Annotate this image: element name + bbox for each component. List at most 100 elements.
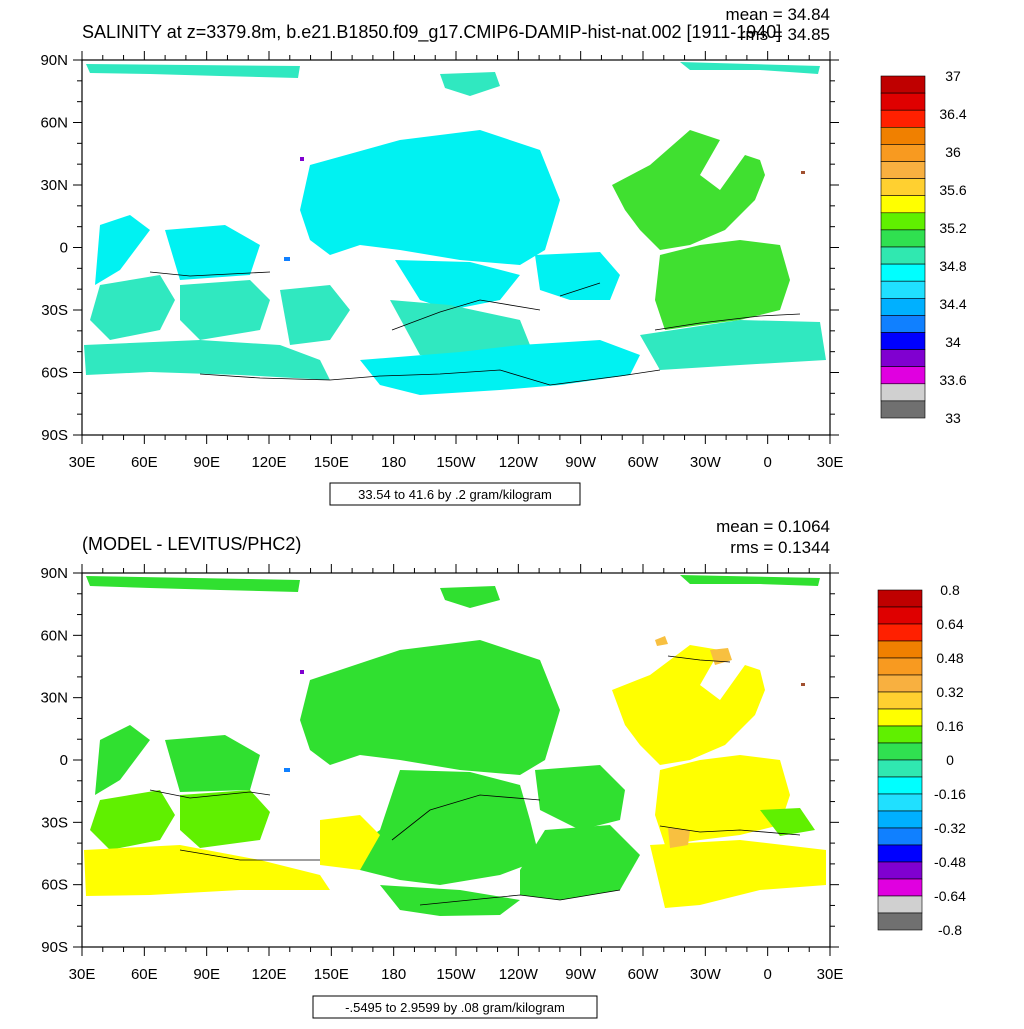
colorbar-box [877, 759, 923, 778]
lon-label: 120W [499, 454, 539, 471]
colorbar-label: -0.8 [938, 922, 962, 938]
colorbar-box [880, 92, 926, 111]
colorbar-label: 35.6 [939, 182, 966, 198]
colorbar-label: -0.64 [934, 888, 966, 904]
colorbar-label: 34.8 [939, 258, 966, 274]
colorbar-box [877, 606, 923, 625]
colorbar-label: 0.16 [936, 718, 963, 734]
lon-label: 120W [499, 966, 539, 983]
colorbar-label: 34.4 [939, 296, 966, 312]
colorbar-label: -0.16 [934, 786, 966, 802]
lon-label: 30W [690, 966, 722, 983]
colorbar-label: 37 [945, 68, 961, 84]
top-panel: SALINITY at z=3379.8m, b.e21.B1850.f09_g… [40, 5, 967, 506]
lon-label: 60E [131, 454, 158, 471]
top-colorbar-labels: 37 36.4 36 35.6 35.2 34.8 34.4 34 33.6 33 [939, 68, 966, 426]
lon-label: 150W [436, 454, 476, 471]
lon-label: 30E [69, 966, 96, 983]
lon-label: 30W [690, 454, 722, 471]
bottom-colorbar-labels: 0.8 0.64 0.48 0.32 0.16 0 -0.16 -0.32 -0.48 -0.64… [934, 582, 966, 938]
lat-label: 0 [60, 752, 68, 769]
lat-label: 60N [40, 627, 68, 644]
colorbar-box [877, 742, 923, 761]
top-lon-axis: 30E 60E 90E 120E 150E 180 150W 120W 90W 60W 30W 0 30… [69, 454, 844, 471]
colorbar-box [877, 895, 923, 914]
colorbar-box [880, 263, 926, 282]
colorbar-label: 36 [945, 144, 961, 160]
colorbar-box [880, 400, 926, 419]
colorbar-label: -0.32 [934, 820, 966, 836]
colorbar-box [877, 861, 923, 880]
top-colorbar [880, 75, 926, 419]
colorbar-box [880, 383, 926, 402]
lat-label: 90S [41, 939, 68, 956]
bottom-lon-axis: 30E 60E 90E 120E 150E 180 150W 120W 90W 60W 30W 0 30… [69, 966, 844, 983]
colorbar-box [877, 623, 923, 642]
lon-label: 150W [436, 966, 476, 983]
lon-label: 120E [251, 966, 286, 983]
lon-label: 90W [565, 966, 597, 983]
colorbar-box [880, 75, 926, 94]
colorbar-label: 0.64 [936, 616, 963, 632]
lon-label: 0 [763, 966, 771, 983]
colorbar-box [877, 793, 923, 812]
lat-label: 30N [40, 690, 68, 707]
bottom-mean: mean = 0.1064 [716, 517, 830, 536]
bottom-panel: (MODEL - LEVITUS/PHC2) mean = 0.1064 rms… [40, 517, 966, 1019]
lon-label: 120E [251, 454, 286, 471]
colorbar-box [880, 280, 926, 299]
colorbar-label: 0.8 [940, 582, 960, 598]
colorbar-label: 35.2 [939, 220, 966, 236]
top-rms: rms = 34.85 [740, 25, 830, 44]
colorbar-box [880, 246, 926, 265]
lat-label: 30S [41, 302, 68, 319]
colorbar-box [877, 844, 923, 863]
lon-label: 90E [193, 454, 220, 471]
colorbar-box [880, 332, 926, 350]
colorbar-box [877, 912, 923, 931]
lon-label: 180 [381, 966, 406, 983]
colorbar-label: 0.32 [936, 684, 963, 700]
colorbar-label: 0.48 [936, 650, 963, 666]
colorbar-box [880, 127, 926, 145]
lat-label: 60S [41, 365, 68, 382]
colorbar-box [880, 144, 926, 162]
top-contour-info-box [329, 482, 581, 506]
lat-label: 30N [40, 177, 68, 194]
lon-label: 30E [817, 966, 844, 983]
lat-label: 90S [41, 427, 68, 444]
colorbar-box [877, 810, 923, 829]
lon-label: 150E [314, 966, 349, 983]
colorbar-box [877, 827, 923, 846]
colorbar-box [880, 366, 926, 385]
colorbar-box [880, 195, 926, 214]
colorbar-box [880, 212, 926, 231]
bottom-lat-axis: 90N 60N 30N 0 30S 60S 90S [40, 565, 68, 956]
colorbar-box [880, 178, 926, 197]
lon-label: 60E [131, 966, 158, 983]
lat-label: 0 [60, 240, 68, 257]
lon-label: 150E [314, 454, 349, 471]
colorbar-box [877, 657, 923, 676]
colorbar-label: 0 [946, 752, 954, 768]
colorbar-label: 36.4 [939, 106, 966, 122]
bottom-colorbar [877, 589, 923, 931]
bottom-rms: rms = 0.1344 [730, 538, 830, 557]
lat-label: 90N [40, 52, 68, 69]
lat-label: 90N [40, 565, 68, 582]
lon-label: 60W [628, 966, 660, 983]
top-mean: mean = 34.84 [726, 5, 830, 24]
colorbar-box [877, 776, 923, 795]
top-map-field [84, 62, 826, 395]
colorbar-box [877, 674, 923, 693]
colorbar-box [877, 691, 923, 710]
colorbar-label: 33.6 [939, 372, 966, 388]
bottom-axis-ticks [73, 564, 839, 956]
top-contour-info: 33.54 to 41.6 by .2 gram/kilogram [358, 487, 552, 502]
lon-label: 60W [628, 454, 660, 471]
lat-label: 60S [41, 877, 68, 894]
colorbar-box [880, 229, 926, 248]
bottom-title: (MODEL - LEVITUS/PHC2) [82, 534, 301, 554]
colorbar-box [877, 725, 923, 744]
